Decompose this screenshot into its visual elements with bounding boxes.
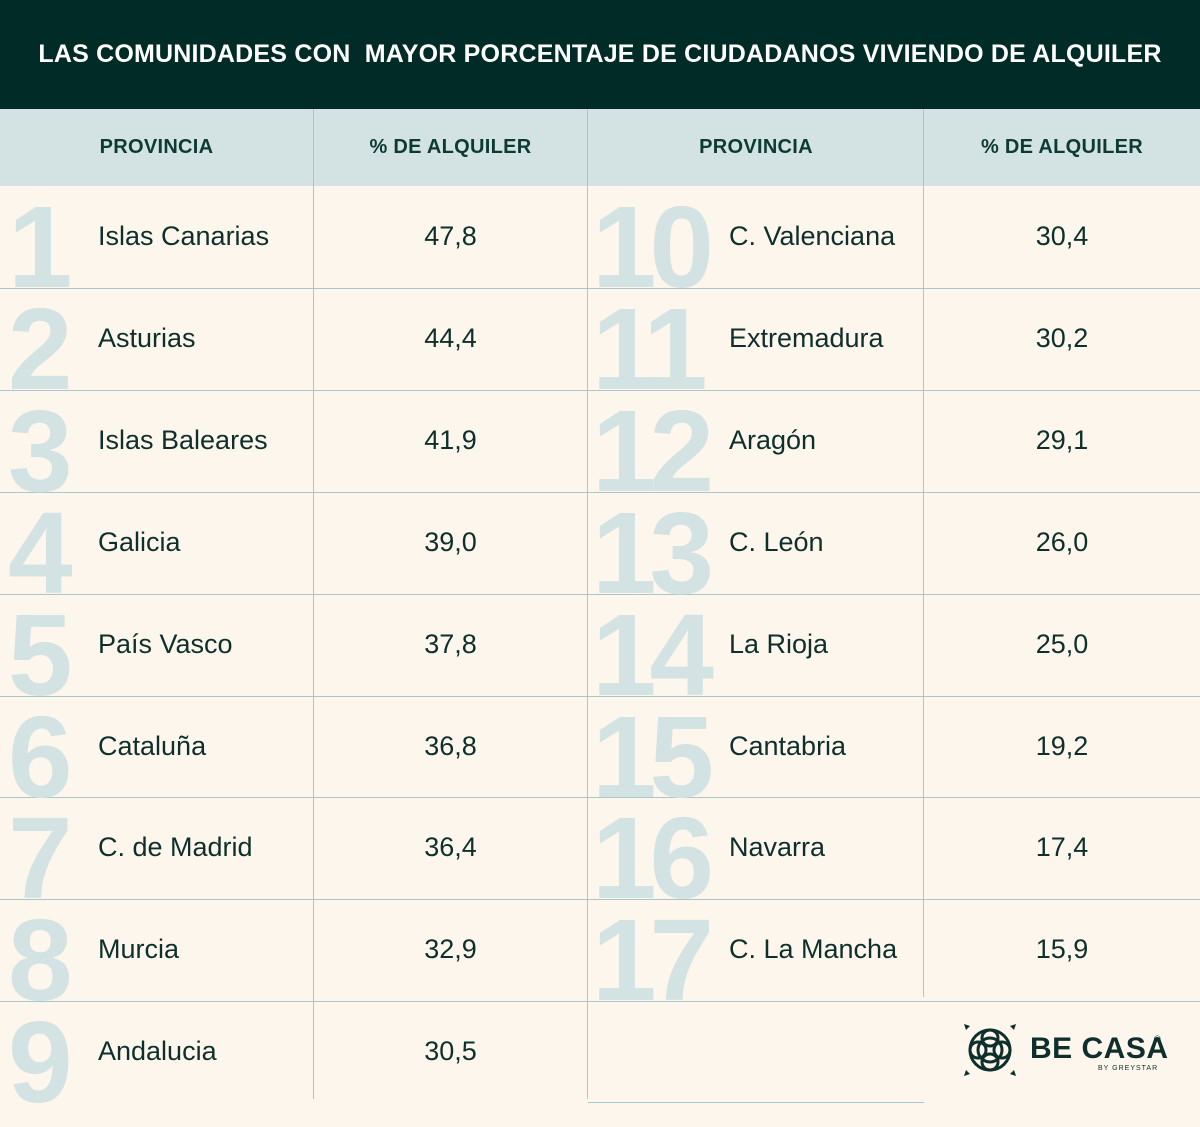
community-name: C. Valenciana [729, 221, 896, 251]
rank-number: 12 [592, 385, 714, 516]
rank-number: 3 [8, 385, 72, 516]
rank-number: 10 [592, 182, 714, 312]
community-name: La Rioja [729, 628, 829, 659]
rank-number: 17 [592, 895, 714, 1026]
registered-mark: ® [1154, 1034, 1161, 1044]
rank-number: 14 [592, 589, 714, 720]
rank-number: 15 [592, 691, 714, 822]
rental-percentage: 32,9 [424, 934, 477, 965]
community-name: Galicia [98, 526, 181, 557]
column-header-alquiler-right: % DE ALQUILER [980, 136, 1144, 158]
rank-number: 2 [8, 283, 72, 414]
rank-number: 9 [8, 997, 72, 1127]
rank-number: 13 [592, 487, 714, 618]
rank-number: 1 [8, 182, 72, 312]
community-name: Andalucia [98, 1036, 217, 1067]
row-divider [0, 594, 1200, 595]
rental-percentage: 15,9 [1035, 934, 1089, 965]
rental-percentage: 37,8 [424, 628, 477, 659]
community-name: Asturias [98, 322, 196, 353]
row-divider [0, 1001, 1200, 1002]
brand-logo: BE CASA ® BY GREYSTAR [958, 1018, 1168, 1084]
community-name: C. León [729, 526, 824, 557]
community-name: Islas Canarias [98, 221, 270, 251]
rental-percentage: 36,8 [424, 730, 477, 761]
rental-percentage: 19,2 [1035, 730, 1089, 761]
column-divider [587, 109, 588, 1099]
rental-percentage: 36,4 [424, 832, 477, 863]
column-header-provincia-left: PROVINCIA [99, 136, 214, 158]
community-name: Extremadura [729, 322, 884, 353]
rental-percentage: 41,9 [424, 424, 477, 455]
rank-number: 11 [592, 283, 708, 414]
table-header-row: PROVINCIA % DE ALQUILER PROVINCIA % DE A… [0, 109, 1200, 186]
community-name: Cataluña [98, 730, 207, 761]
brand-emblem-icon [964, 1024, 1016, 1076]
row-divider [588, 1102, 924, 1103]
row-divider [0, 797, 1200, 798]
brand-subtitle: BY GREYSTAR [1098, 1065, 1159, 1072]
rank-number: 4 [8, 487, 72, 618]
rank-number: 16 [592, 793, 714, 924]
page-title: LAS COMUNIDADES CON MAYOR PORCENTAJE DE … [0, 0, 1200, 109]
rental-percentage: 39,0 [424, 526, 477, 557]
rental-percentage: 44,4 [424, 322, 477, 353]
column-header-alquiler-left: % DE ALQUILER [369, 136, 532, 158]
community-name: País Vasco [98, 628, 233, 659]
community-name: Aragón [729, 424, 817, 455]
rental-percentage: 26,0 [1035, 526, 1089, 557]
rental-percentage: 17,4 [1035, 832, 1089, 863]
rental-percentage: 29,1 [1035, 424, 1089, 455]
row-divider [0, 696, 1200, 697]
rank-number: 5 [8, 589, 72, 720]
column-divider [923, 109, 924, 997]
rank-number: 7 [8, 793, 72, 924]
community-name: C. de Madrid [98, 832, 253, 863]
column-header-provincia-right: PROVINCIA [699, 136, 813, 158]
community-name: Cantabria [729, 730, 847, 761]
rank-number: 6 [8, 691, 72, 822]
rental-percentage: 30,4 [1035, 221, 1089, 251]
rank-number: 8 [8, 895, 72, 1026]
column-divider [313, 109, 314, 1099]
row-divider [0, 288, 1200, 289]
community-name: Islas Baleares [98, 424, 268, 455]
rental-percentage: 47,8 [424, 221, 477, 251]
rental-percentage: 30,2 [1035, 322, 1089, 353]
row-divider [0, 492, 1200, 493]
community-name: Murcia [98, 934, 180, 965]
row-divider [0, 390, 1200, 391]
rental-percentage: 25,0 [1035, 628, 1089, 659]
community-name: C. La Mancha [729, 934, 898, 965]
brand-name: BE CASA [1030, 1032, 1169, 1065]
community-name: Navarra [729, 832, 826, 863]
rental-percentage: 30,5 [424, 1036, 477, 1067]
row-divider [0, 899, 1200, 900]
